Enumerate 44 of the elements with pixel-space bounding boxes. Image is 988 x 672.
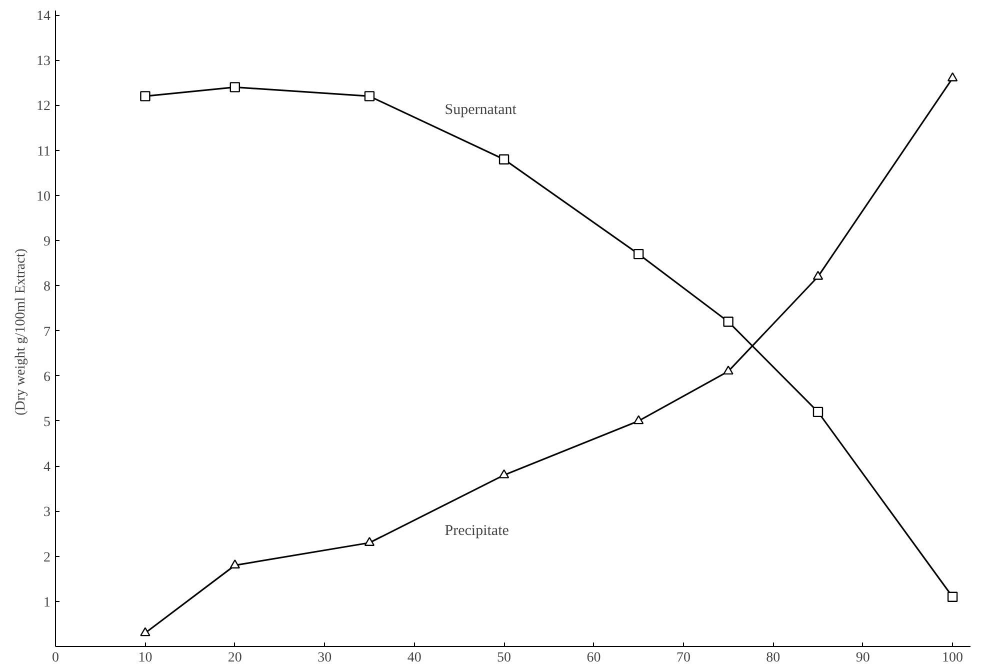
x-tick-label: 10 bbox=[138, 650, 152, 666]
point bbox=[723, 366, 734, 375]
x-tick-label: 20 bbox=[228, 650, 242, 666]
y-tick-label: 13 bbox=[36, 54, 50, 70]
point bbox=[812, 406, 824, 418]
y-axis-title: (Dry weight g/100ml Extract) bbox=[14, 248, 28, 416]
point bbox=[633, 248, 644, 260]
point bbox=[364, 536, 375, 546]
series-label: Supernatant bbox=[444, 102, 518, 118]
point bbox=[498, 154, 510, 164]
point bbox=[633, 415, 644, 424]
y-tick-label: 6 bbox=[44, 370, 50, 385]
point bbox=[947, 72, 958, 82]
point bbox=[140, 91, 150, 102]
point bbox=[498, 469, 510, 478]
y-tick-label: 4 bbox=[44, 460, 50, 476]
x-tick-label: 30 bbox=[318, 650, 332, 666]
y-tick-label: 9 bbox=[44, 234, 50, 250]
x-tick-label: 0 bbox=[52, 650, 59, 666]
series-label: Precipitate bbox=[444, 522, 510, 539]
point bbox=[230, 82, 240, 92]
x-tick-label: 70 bbox=[676, 650, 690, 666]
x-tick-label: 80 bbox=[766, 650, 780, 666]
point bbox=[140, 627, 150, 636]
y-tick-label: 8 bbox=[44, 280, 50, 295]
point bbox=[812, 270, 824, 280]
x-tick-label: 50 bbox=[497, 650, 512, 666]
y-tick-label: 3 bbox=[44, 505, 50, 520]
y-tick-label: 1 bbox=[44, 595, 50, 610]
y-tick-label: 14 bbox=[36, 9, 50, 24]
x-tick-label: 90 bbox=[856, 650, 870, 666]
y-tick-label: 2 bbox=[44, 550, 50, 566]
y-tick-label: 12 bbox=[36, 99, 50, 114]
x-tick-label: 100 bbox=[942, 650, 964, 666]
y-tick-label: 7 bbox=[44, 324, 50, 340]
point bbox=[723, 316, 734, 327]
x-tick-label: 40 bbox=[407, 650, 422, 666]
point bbox=[947, 592, 958, 602]
y-tick-label: 11 bbox=[37, 144, 51, 160]
point bbox=[364, 91, 375, 102]
y-tick-label: 10 bbox=[36, 189, 50, 204]
y-tick-label: 5 bbox=[44, 414, 50, 430]
x-tick-label: 60 bbox=[586, 650, 601, 666]
point bbox=[230, 560, 240, 569]
